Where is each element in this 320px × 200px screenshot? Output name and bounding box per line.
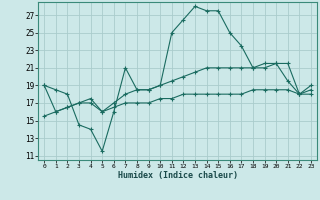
X-axis label: Humidex (Indice chaleur): Humidex (Indice chaleur) xyxy=(118,171,238,180)
